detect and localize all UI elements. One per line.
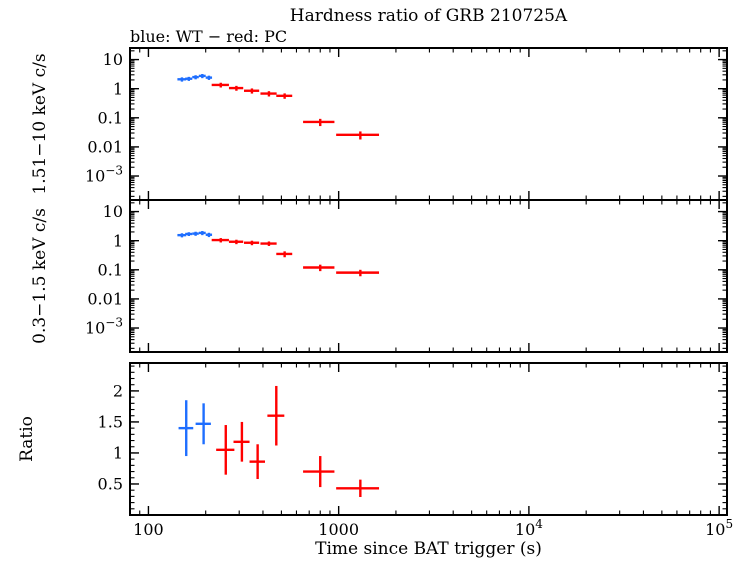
series-PC: [211, 238, 380, 277]
x-tick-label: 105: [705, 517, 733, 539]
chart-legend-note: blue: WT − red: PC: [130, 27, 288, 46]
x-tick-label: 100: [133, 520, 164, 539]
y-tick-label: 0.01: [87, 138, 123, 157]
panel-frame: [129, 362, 728, 516]
y-tick-label: 1.5: [98, 413, 123, 432]
y-tick-label: 1: [113, 79, 123, 98]
y-tick-label: 0.1: [98, 260, 123, 279]
series-WT: [178, 400, 211, 457]
y-tick-label: 2: [113, 382, 123, 401]
x-tick-label: 104: [515, 517, 543, 539]
y-tick-label: 0.01: [87, 290, 123, 309]
series-PC: [211, 82, 380, 140]
panel-hard-band-lightcurve: 10 1 0.1 0.01 10−3: [85, 47, 728, 201]
x-axis-label: Time since BAT trigger (s): [315, 539, 542, 559]
y-tick-label: 10: [103, 50, 123, 69]
y-tick-label: 10: [103, 202, 123, 221]
panel-frame: [129, 47, 728, 201]
x-tick-label: 1000: [318, 520, 359, 539]
series-WT: [177, 73, 213, 82]
series-WT: [177, 231, 213, 238]
y-tick-label: 0.5: [98, 475, 123, 494]
y-tick-label: 10−3: [85, 164, 123, 186]
y-tick-label: 10−3: [85, 316, 123, 338]
y-tick-label: 1: [113, 444, 123, 463]
series-PC: [216, 385, 380, 498]
y-tick-label: 1: [113, 231, 123, 250]
y-tick-label: 0.1: [98, 108, 123, 127]
panel-frame: [129, 199, 728, 353]
panel-soft-band-lightcurve: 10 1 0.1 0.01 10−3: [85, 199, 728, 353]
panel-hardness-ratio: 0.5 1 1.5 2: [98, 362, 728, 516]
chart-title: Hardness ratio of GRB 210725A: [289, 6, 568, 26]
